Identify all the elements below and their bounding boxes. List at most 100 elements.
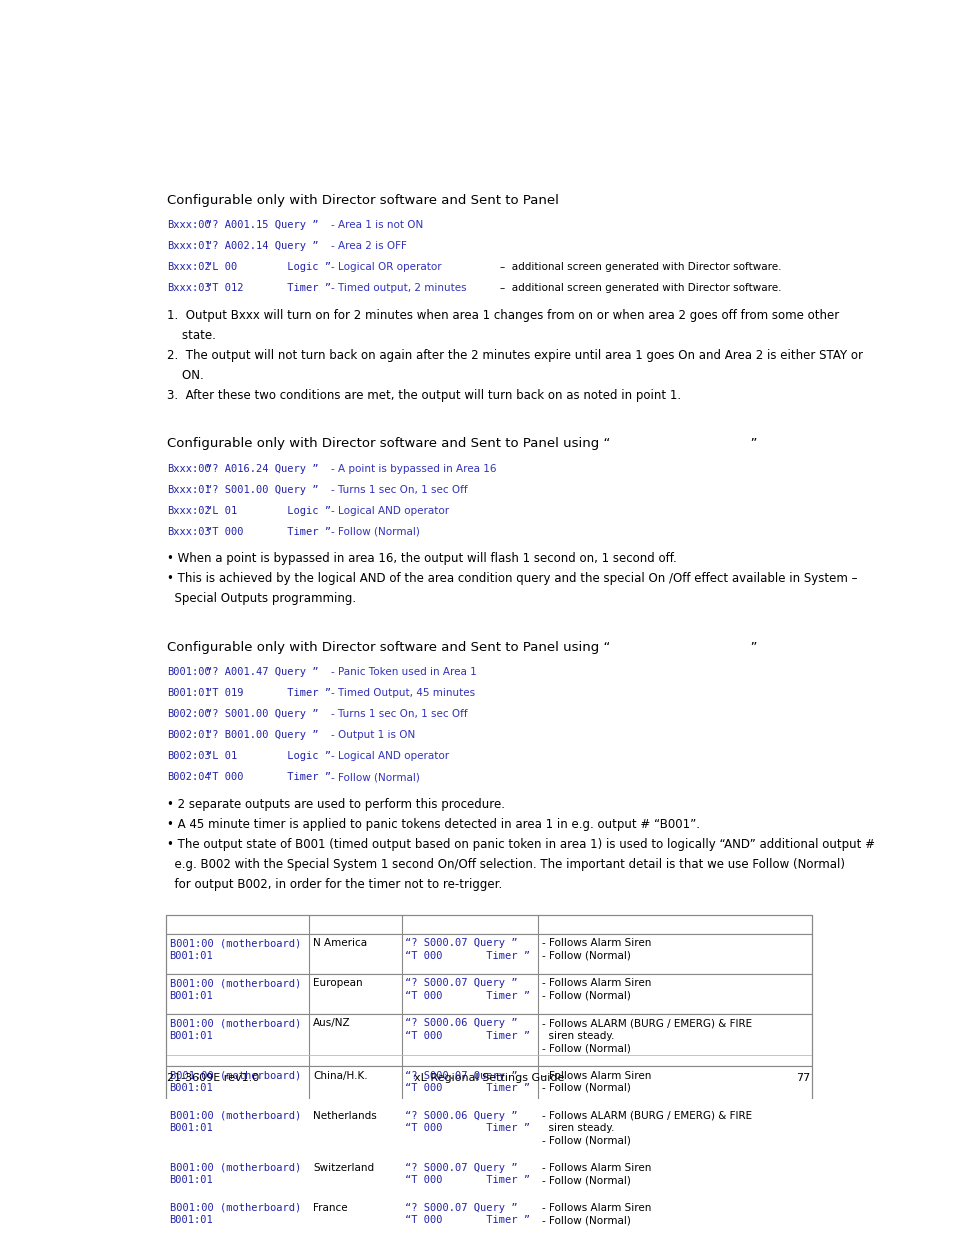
Text: • When a point is bypassed in area 16, the output will flash 1 second on, 1 seco: • When a point is bypassed in area 16, t…: [167, 552, 677, 566]
Text: - Follow (Normal): - Follow (Normal): [541, 1044, 630, 1053]
Text: Bxxx:00: Bxxx:00: [167, 464, 211, 474]
Text: “? S000.07 Query ”: “? S000.07 Query ”: [405, 978, 517, 988]
Bar: [166, 1014, 811, 1066]
Text: B002:04: B002:04: [167, 772, 211, 782]
Text: “? S000.06 Query ”: “? S000.06 Query ”: [405, 1019, 517, 1029]
Text: B001:01: B001:01: [170, 1031, 213, 1041]
Text: - Turns 1 sec On, 1 sec Off: - Turns 1 sec On, 1 sec Off: [331, 709, 468, 719]
Text: - Logical AND operator: - Logical AND operator: [331, 751, 449, 761]
Text: - Follows ALARM (BURG / EMERG) & FIRE: - Follows ALARM (BURG / EMERG) & FIRE: [541, 1019, 752, 1029]
Text: B001:00 (motherboard): B001:00 (motherboard): [170, 1071, 300, 1081]
Bar: [166, 1105, 811, 1158]
Text: - Timed Output, 45 minutes: - Timed Output, 45 minutes: [331, 688, 475, 698]
Text: “? A001.47 Query ”: “? A001.47 Query ”: [206, 667, 318, 678]
Text: B001:00: B001:00: [167, 667, 211, 678]
Text: ON.: ON.: [167, 369, 204, 382]
Text: - Area 1 is not ON: - Area 1 is not ON: [331, 221, 423, 231]
Text: - Panic Token used in Area 1: - Panic Token used in Area 1: [331, 667, 476, 678]
Text: Bxxx:03: Bxxx:03: [167, 526, 211, 537]
Text: for output B002, in order for the timer not to re-trigger.: for output B002, in order for the timer …: [167, 878, 502, 890]
Text: - Follow (Normal): - Follow (Normal): [541, 1176, 630, 1186]
Text: - Follows Alarm Siren: - Follows Alarm Siren: [541, 1163, 651, 1173]
Text: “? A002.14 Query ”: “? A002.14 Query ”: [206, 241, 318, 252]
Text: Special Outputs programming.: Special Outputs programming.: [167, 593, 356, 605]
Text: “T 019       Timer ”: “T 019 Timer ”: [206, 688, 331, 698]
Text: - Timed output, 2 minutes: - Timed output, 2 minutes: [331, 283, 467, 293]
Text: siren steady.: siren steady.: [541, 1031, 614, 1041]
Text: B002:03: B002:03: [167, 751, 211, 761]
Text: B001:01: B001:01: [170, 990, 213, 1000]
Text: “T 000       Timer ”: “T 000 Timer ”: [405, 1215, 530, 1225]
Bar: [166, 1198, 811, 1235]
Text: - Follows Alarm Siren: - Follows Alarm Siren: [541, 1071, 651, 1081]
Text: 2.  The output will not turn back on again after the 2 minutes expire until area: 2. The output will not turn back on agai…: [167, 348, 862, 362]
Text: - Follows Alarm Siren: - Follows Alarm Siren: [541, 1203, 651, 1213]
Text: Configurable only with Director software and Sent to Panel using “              : Configurable only with Director software…: [167, 437, 757, 451]
Text: 21-3609E rev1.0: 21-3609E rev1.0: [167, 1072, 259, 1083]
Bar: [166, 1066, 811, 1105]
Text: 3.  After these two conditions are met, the output will turn back on as noted in: 3. After these two conditions are met, t…: [167, 389, 680, 401]
Text: B001:00 (motherboard): B001:00 (motherboard): [170, 978, 300, 988]
Text: - Follow (Normal): - Follow (Normal): [541, 990, 630, 1000]
Text: • This is achieved by the logical AND of the area condition query and the specia: • This is achieved by the logical AND of…: [167, 572, 857, 585]
Text: - Follows Alarm Siren: - Follows Alarm Siren: [541, 939, 651, 948]
Text: B001:00 (motherboard): B001:00 (motherboard): [170, 1203, 300, 1213]
Text: Configurable only with Director software and Sent to Panel: Configurable only with Director software…: [167, 194, 558, 206]
Text: B001:00 (motherboard): B001:00 (motherboard): [170, 939, 300, 948]
Text: Bxxx:00: Bxxx:00: [167, 221, 211, 231]
Text: - Output 1 is ON: - Output 1 is ON: [331, 730, 416, 740]
Text: B001:01: B001:01: [167, 688, 211, 698]
Text: - Follows Alarm Siren: - Follows Alarm Siren: [541, 978, 651, 988]
Text: B001:00 (motherboard): B001:00 (motherboard): [170, 1163, 300, 1173]
Text: Bxxx:02: Bxxx:02: [167, 262, 211, 272]
Text: - A point is bypassed in Area 16: - A point is bypassed in Area 16: [331, 464, 497, 474]
Text: “? S000.06 Query ”: “? S000.06 Query ”: [405, 1110, 517, 1120]
Text: “? A001.15 Query ”: “? A001.15 Query ”: [206, 221, 318, 231]
Text: - Follow (Normal): - Follow (Normal): [541, 1083, 630, 1093]
Bar: [166, 915, 811, 934]
Text: European: European: [313, 978, 362, 988]
Text: B001:00 (motherboard): B001:00 (motherboard): [170, 1019, 300, 1029]
Text: • A 45 minute timer is applied to panic tokens detected in area 1 in e.g. output: • A 45 minute timer is applied to panic …: [167, 818, 700, 831]
Text: - Turns 1 sec On, 1 sec Off: - Turns 1 sec On, 1 sec Off: [331, 485, 468, 495]
Text: “L 01        Logic ”: “L 01 Logic ”: [206, 751, 331, 761]
Text: - Follow (Normal): - Follow (Normal): [541, 1215, 630, 1225]
Text: “T 012       Timer ”: “T 012 Timer ”: [206, 283, 331, 293]
Text: Netherlands: Netherlands: [313, 1110, 376, 1120]
Bar: [166, 1158, 811, 1198]
Text: N America: N America: [313, 939, 367, 948]
Text: “? S001.00 Query ”: “? S001.00 Query ”: [206, 485, 318, 495]
Text: - Follow (Normal): - Follow (Normal): [331, 526, 420, 537]
Text: “? S000.07 Query ”: “? S000.07 Query ”: [405, 1203, 517, 1213]
Text: “? S000.07 Query ”: “? S000.07 Query ”: [405, 1163, 517, 1173]
Text: Configurable only with Director software and Sent to Panel using “              : Configurable only with Director software…: [167, 641, 757, 653]
Text: “? S001.00 Query ”: “? S001.00 Query ”: [206, 709, 318, 719]
Text: “T 000       Timer ”: “T 000 Timer ”: [405, 1031, 530, 1041]
Text: –  additional screen generated with Director software.: – additional screen generated with Direc…: [499, 283, 781, 293]
Text: B002:00: B002:00: [167, 709, 211, 719]
Text: - Follow (Normal): - Follow (Normal): [541, 1135, 630, 1145]
Text: • The output state of B001 (timed output based on panic token in area 1) is used: • The output state of B001 (timed output…: [167, 837, 875, 851]
Text: Aus/NZ: Aus/NZ: [313, 1019, 350, 1029]
Text: 77: 77: [796, 1072, 810, 1083]
Text: “L 00        Logic ”: “L 00 Logic ”: [206, 262, 331, 272]
Text: - Follow (Normal): - Follow (Normal): [331, 772, 420, 782]
Text: Bxxx:02: Bxxx:02: [167, 506, 211, 516]
Text: “T 000       Timer ”: “T 000 Timer ”: [405, 1123, 530, 1132]
Text: siren steady.: siren steady.: [541, 1123, 614, 1132]
Text: “? S000.07 Query ”: “? S000.07 Query ”: [405, 939, 517, 948]
Text: “T 000       Timer ”: “T 000 Timer ”: [206, 772, 331, 782]
Text: –  additional screen generated with Director software.: – additional screen generated with Direc…: [499, 262, 781, 272]
Text: “T 000       Timer ”: “T 000 Timer ”: [405, 990, 530, 1000]
Text: “? S000.07 Query ”: “? S000.07 Query ”: [405, 1071, 517, 1081]
Text: B001:00 (motherboard): B001:00 (motherboard): [170, 1110, 300, 1120]
Text: Bxxx:03: Bxxx:03: [167, 283, 211, 293]
Bar: [166, 973, 811, 1014]
Text: • 2 separate outputs are used to perform this procedure.: • 2 separate outputs are used to perform…: [167, 798, 505, 810]
Text: “T 000       Timer ”: “T 000 Timer ”: [405, 1083, 530, 1093]
Text: xL Regional Settings Guide: xL Regional Settings Guide: [414, 1072, 563, 1083]
Text: B002:01: B002:01: [167, 730, 211, 740]
Text: “? B001.00 Query ”: “? B001.00 Query ”: [206, 730, 318, 740]
Text: B001:01: B001:01: [170, 1083, 213, 1093]
Text: China/H.K.: China/H.K.: [313, 1071, 367, 1081]
